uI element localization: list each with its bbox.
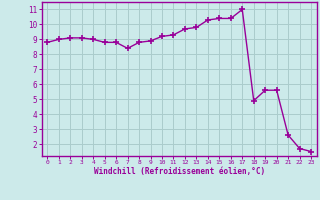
X-axis label: Windchill (Refroidissement éolien,°C): Windchill (Refroidissement éolien,°C) <box>94 167 265 176</box>
